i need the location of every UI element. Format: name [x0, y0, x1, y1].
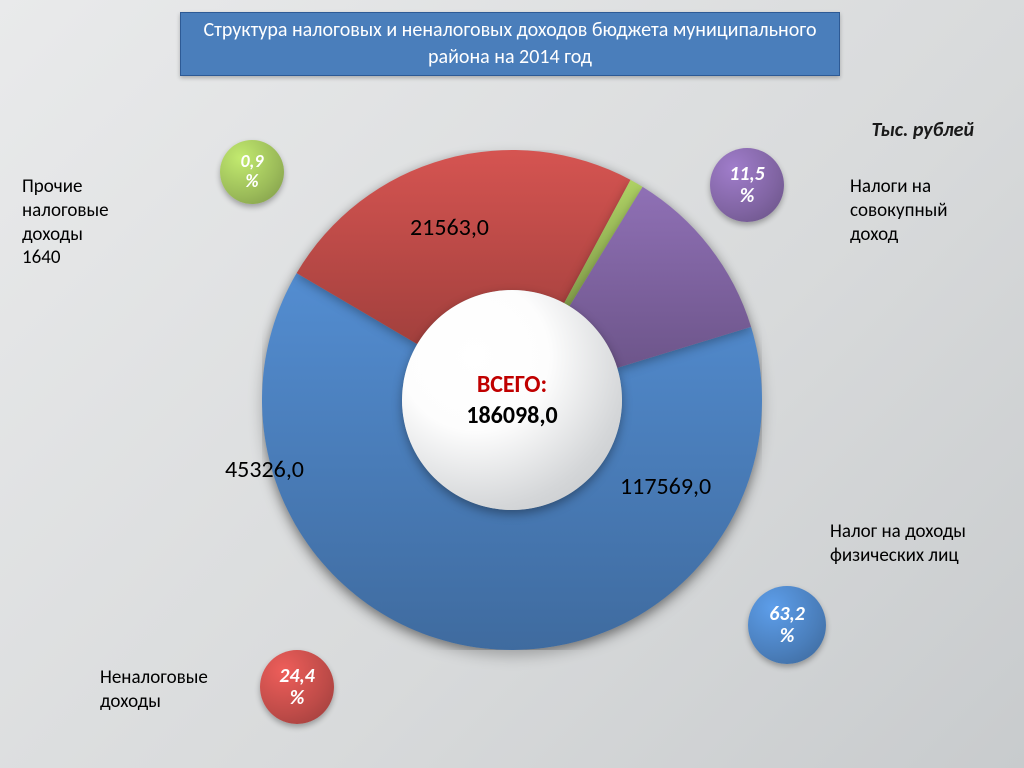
cat-nontax: Неналоговыедоходы [100, 666, 208, 714]
donut-center: ВСЕГО: 186098,0 [402, 290, 622, 510]
pct-bubble-aggregate: 11,5% [710, 148, 784, 222]
chart-title: Структура налоговых и неналоговых доходо… [180, 12, 840, 76]
center-total-label: ВСЕГО: [477, 370, 547, 399]
pct-bubble-nontax: 24,4% [260, 650, 334, 724]
pct-bubble-ndfl: 63,2% [748, 586, 826, 664]
cat-other-tax: Прочиеналоговыедоходы1640 [22, 175, 109, 270]
value-nontax: 45326,0 [225, 455, 304, 484]
cat-aggregate: Налоги насовокупныйдоход [850, 175, 948, 246]
units-label: Тыс. рублей [871, 118, 974, 142]
pct-bubble-other: 0,9% [220, 140, 284, 204]
donut-chart: ВСЕГО: 186098,0 [262, 150, 762, 650]
value-aggregate: 21563,0 [410, 213, 489, 242]
center-total-value: 186098,0 [466, 401, 557, 430]
cat-ndfl: Налог на доходыфизических лиц [830, 520, 966, 568]
value-ndfl: 117569,0 [620, 472, 711, 501]
